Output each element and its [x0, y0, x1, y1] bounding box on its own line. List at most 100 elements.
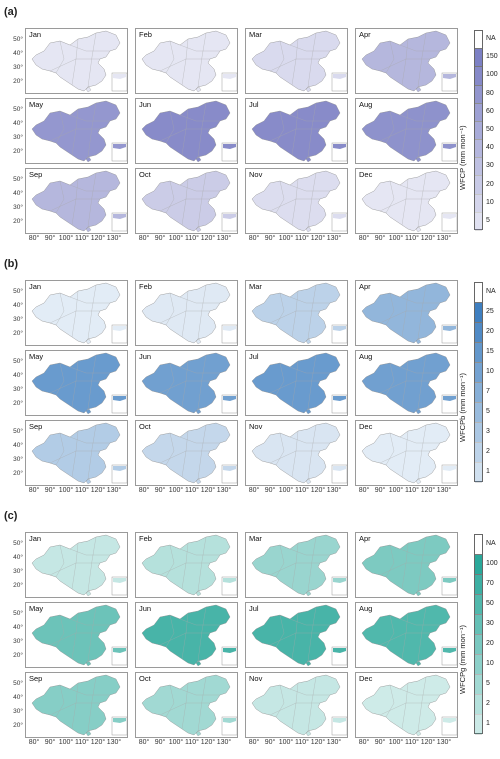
- province-border: [159, 380, 210, 394]
- province-border: [269, 450, 320, 464]
- china-map: [251, 282, 348, 345]
- month-map: Mar: [245, 28, 348, 94]
- province-border: [417, 102, 427, 158]
- longitude-tick: 90°: [154, 487, 166, 494]
- legend-tick: 7: [486, 388, 490, 395]
- province-border: [69, 184, 110, 192]
- longitude-tick: 110°: [75, 235, 89, 242]
- province-border: [275, 110, 285, 144]
- latitude-tick: 50°: [13, 106, 23, 113]
- latitude-tick: 20°: [13, 78, 23, 85]
- legend-swatch: [475, 575, 482, 595]
- province-border: [55, 614, 65, 648]
- month-map: Sep: [25, 168, 128, 234]
- longitude-tick: 80°: [28, 487, 40, 494]
- inset-coast: [223, 214, 236, 219]
- hainan-island: [195, 338, 202, 345]
- month-map: Feb: [135, 532, 238, 598]
- province-border: [165, 544, 175, 578]
- legend-tick: 5: [486, 216, 490, 224]
- latitude-tick: 20°: [13, 148, 23, 155]
- province-border: [49, 380, 100, 394]
- month-label: Aug: [359, 100, 373, 109]
- province-border: [307, 172, 317, 228]
- legend-tick: 5: [486, 408, 490, 415]
- latitude-tick: 50°: [13, 610, 23, 617]
- province-border: [307, 606, 317, 662]
- inset-coast: [333, 74, 346, 79]
- month-map: Jul: [245, 350, 348, 416]
- month-label: Jul: [249, 100, 259, 109]
- month-map: May: [25, 98, 128, 164]
- province-border: [417, 676, 427, 732]
- province-border: [275, 614, 285, 648]
- china-region: [31, 100, 121, 162]
- province-border: [269, 380, 320, 394]
- china-region: [31, 534, 121, 596]
- china-region: [361, 352, 451, 414]
- province-border: [385, 180, 395, 214]
- province-border: [159, 198, 210, 212]
- inset-coast: [223, 648, 236, 653]
- legend-tick: 3: [486, 428, 490, 435]
- month-map: Mar: [245, 280, 348, 346]
- longitude-tick: 100°: [168, 739, 184, 746]
- month-label: Feb: [139, 534, 152, 543]
- hainan-island: [415, 338, 422, 345]
- longitude-tick: 120°: [200, 739, 216, 746]
- longitude-tick: 130°: [216, 235, 232, 242]
- legend-swatch: [475, 383, 482, 403]
- hainan-island: [305, 86, 312, 93]
- province-border: [417, 536, 427, 592]
- hainan-island: [415, 86, 422, 93]
- legend-swatch: [475, 323, 482, 343]
- latitude-tick: 30°: [13, 316, 23, 323]
- month-label: Oct: [139, 422, 151, 431]
- china-map: [361, 282, 458, 345]
- longitude-tick: 80°: [358, 487, 370, 494]
- longitude-tick: 90°: [154, 235, 166, 242]
- inset-coast: [223, 74, 236, 79]
- legend-swatch: [475, 343, 482, 363]
- legend-swatch: [475, 303, 482, 323]
- legend-tick: 150: [486, 53, 498, 61]
- province-border: [179, 618, 220, 626]
- month-label: Jan: [29, 534, 42, 543]
- province-border: [49, 198, 100, 212]
- inset-coast: [113, 144, 126, 149]
- latitude-tick: 20°: [13, 652, 23, 659]
- hainan-island: [195, 86, 202, 93]
- province-border: [69, 44, 110, 52]
- month-label: May: [29, 604, 44, 613]
- province-border: [275, 292, 285, 326]
- longitude-tick: 120°: [420, 487, 436, 494]
- legend-tick: 80: [486, 89, 494, 97]
- province-border: [399, 548, 440, 556]
- province-border: [165, 362, 175, 396]
- province-border: [49, 702, 100, 716]
- month-label: Sep: [29, 422, 43, 431]
- longitude-tick: 130°: [436, 739, 452, 746]
- longitude-tick: 120°: [310, 739, 326, 746]
- province-border: [197, 172, 207, 228]
- province-border: [69, 436, 110, 444]
- china-map: [141, 30, 238, 93]
- hainan-island: [85, 478, 92, 485]
- legend-tick: 2: [486, 448, 490, 455]
- hainan-island: [415, 408, 422, 415]
- hainan-island: [85, 338, 92, 345]
- hainan-island: [85, 86, 92, 93]
- hainan-island: [305, 478, 312, 485]
- province-border: [289, 114, 330, 122]
- province-border: [87, 354, 97, 410]
- hainan-island: [195, 478, 202, 485]
- south-china-sea-inset: [221, 464, 238, 484]
- china-region: [141, 352, 231, 414]
- hainan-island: [85, 730, 92, 737]
- china-region: [361, 674, 451, 736]
- legend-swatch: [475, 655, 482, 675]
- month-label: Jul: [249, 352, 259, 361]
- month-map: May: [25, 602, 128, 668]
- inset-coast: [223, 144, 236, 149]
- latitude-tick: 40°: [13, 50, 23, 57]
